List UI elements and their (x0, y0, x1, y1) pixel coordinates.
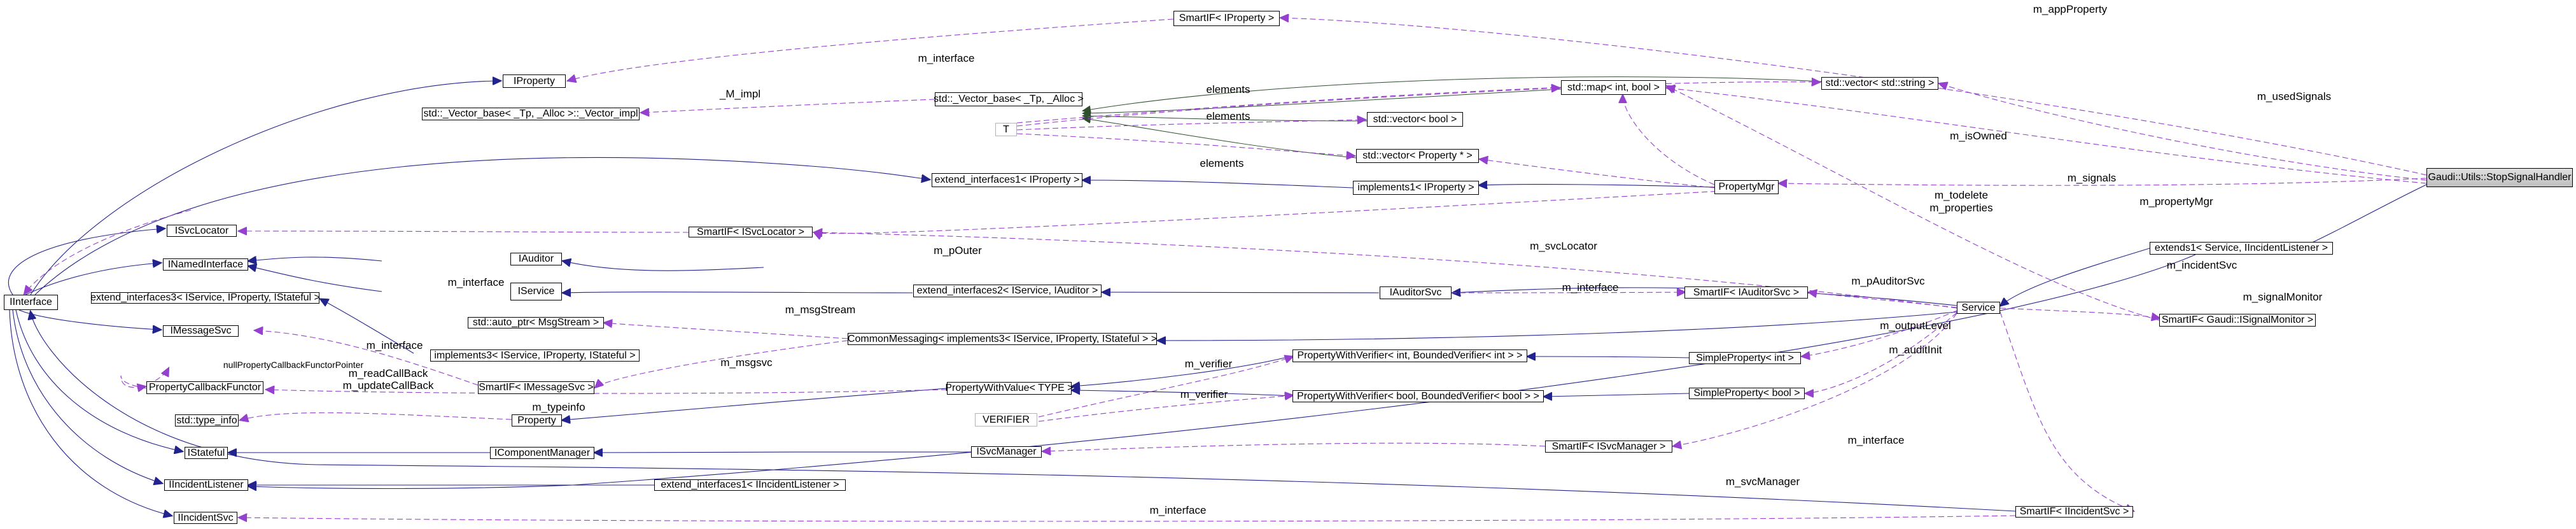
svg-text:m_signals: m_signals (2068, 172, 2117, 184)
svg-text:m_pOuter: m_pOuter (934, 244, 982, 257)
svg-text:elements: elements (1207, 83, 1250, 95)
svg-text:m_signalMonitor: m_signalMonitor (2243, 291, 2323, 303)
svg-text:m_outputLevel: m_outputLevel (1880, 320, 1951, 332)
svg-text:m_verifier: m_verifier (1185, 358, 1233, 370)
svg-text:m_interface: m_interface (367, 339, 423, 351)
svg-text:m_appProperty: m_appProperty (2033, 3, 2108, 15)
svg-text:m_pAuditorSvc: m_pAuditorSvc (1851, 275, 1925, 287)
svg-text:m_verifier: m_verifier (1180, 388, 1228, 400)
svg-text:m_msgsvc: m_msgsvc (720, 356, 773, 369)
svg-text:elements: elements (1207, 110, 1250, 122)
svg-text:m_propertyMgr: m_propertyMgr (2139, 195, 2213, 208)
svg-text:m_interface: m_interface (1150, 504, 1207, 516)
svg-text:m_incidentSvc: m_incidentSvc (2167, 259, 2237, 271)
svg-text:m_readCallBack: m_readCallBack (349, 367, 428, 379)
svg-text:m_properties: m_properties (1929, 202, 1992, 214)
svg-text:m_usedSignals: m_usedSignals (2257, 90, 2331, 102)
svg-text:m_auditInit: m_auditInit (1889, 344, 1942, 356)
svg-text:m_interface: m_interface (1848, 434, 1905, 446)
svg-text:m_svcManager: m_svcManager (1726, 476, 1800, 488)
svg-text:_M_impl: _M_impl (719, 88, 760, 100)
svg-text:m_typeinfo: m_typeinfo (532, 401, 585, 413)
svg-text:m_interface: m_interface (1562, 281, 1619, 293)
svg-text:m_interface: m_interface (448, 276, 505, 288)
svg-text:elements: elements (1200, 157, 1244, 169)
svg-text:m_todelete: m_todelete (1935, 189, 1988, 201)
svg-text:m_interface: m_interface (918, 52, 975, 64)
svg-text:m_svcLocator: m_svcLocator (1530, 240, 1597, 252)
svg-text:m_msgStream: m_msgStream (785, 304, 856, 316)
svg-text:m_updateCallBack: m_updateCallBack (343, 379, 434, 391)
svg-text:m_isOwned: m_isOwned (1950, 130, 2007, 142)
svg-text:nullPropertyCallbackFunctorPoi: nullPropertyCallbackFunctorPointer (223, 360, 364, 370)
